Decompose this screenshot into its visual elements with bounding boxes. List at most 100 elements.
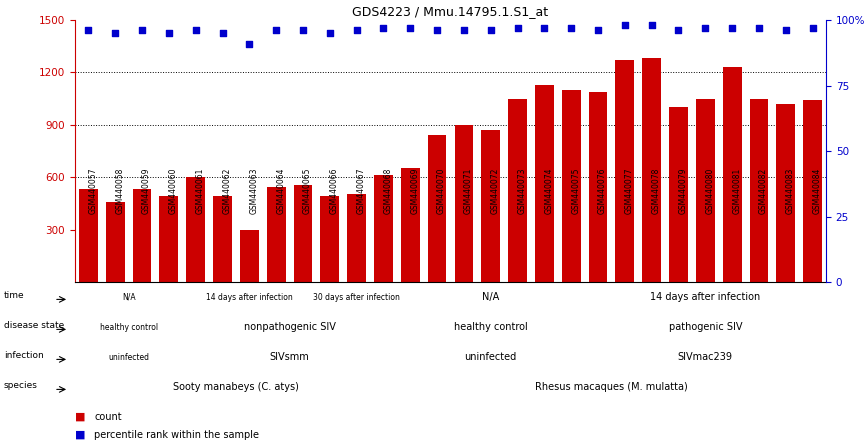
Text: SIVmac239: SIVmac239	[678, 352, 733, 362]
Text: GSM440058: GSM440058	[115, 167, 124, 214]
Text: GSM440068: GSM440068	[384, 167, 392, 214]
Text: GSM440074: GSM440074	[545, 167, 553, 214]
Point	[805, 24, 819, 32]
Text: 14 days after infection: 14 days after infection	[206, 293, 293, 301]
Text: healthy control: healthy control	[454, 322, 527, 332]
Bar	[481, 130, 501, 282]
Bar	[803, 100, 822, 282]
Bar	[750, 99, 768, 282]
Point	[323, 30, 337, 37]
Point	[216, 30, 229, 37]
Text: GSM440057: GSM440057	[88, 167, 97, 214]
Bar	[562, 90, 580, 282]
Text: GDS4223 / Mmu.14795.1.S1_at: GDS4223 / Mmu.14795.1.S1_at	[352, 5, 548, 18]
Text: uninfected: uninfected	[464, 352, 517, 362]
Text: GSM440084: GSM440084	[812, 167, 822, 214]
Point	[618, 22, 632, 29]
Text: count: count	[94, 412, 122, 422]
Text: time: time	[3, 291, 24, 300]
Text: GSM440081: GSM440081	[732, 167, 741, 214]
Text: species: species	[3, 381, 37, 390]
Bar	[159, 196, 178, 282]
Bar	[777, 104, 795, 282]
Bar	[401, 167, 420, 282]
Bar	[669, 107, 688, 282]
Point	[725, 24, 739, 32]
Text: GSM440083: GSM440083	[785, 167, 795, 214]
Point	[752, 24, 766, 32]
Point	[108, 30, 122, 37]
Text: GSM440060: GSM440060	[169, 167, 178, 214]
Text: GSM440078: GSM440078	[651, 167, 661, 214]
Text: GSM440067: GSM440067	[357, 167, 365, 214]
Bar	[723, 67, 741, 282]
Point	[644, 22, 658, 29]
Text: GSM440065: GSM440065	[303, 167, 312, 214]
Point	[162, 30, 176, 37]
Point	[350, 27, 364, 34]
Text: infection: infection	[3, 351, 43, 360]
Point	[565, 24, 578, 32]
Text: uninfected: uninfected	[108, 353, 149, 361]
Point	[404, 24, 417, 32]
Point	[81, 27, 95, 34]
Text: 14 days after infection: 14 days after infection	[650, 292, 760, 302]
Point	[242, 40, 256, 47]
Bar	[696, 99, 714, 282]
Bar	[535, 85, 553, 282]
Text: GSM440070: GSM440070	[437, 167, 446, 214]
Text: 30 days after infection: 30 days after infection	[313, 293, 400, 301]
Text: pathogenic SIV: pathogenic SIV	[669, 322, 742, 332]
Bar	[240, 230, 259, 282]
Text: disease state: disease state	[3, 321, 64, 330]
Bar	[643, 59, 661, 282]
Text: Rhesus macaques (M. mulatta): Rhesus macaques (M. mulatta)	[535, 382, 688, 392]
Point	[457, 27, 471, 34]
Text: SIVsmm: SIVsmm	[269, 352, 309, 362]
Bar	[186, 177, 205, 282]
Text: GSM440077: GSM440077	[625, 167, 634, 214]
Text: N/A: N/A	[122, 293, 135, 301]
Point	[591, 27, 605, 34]
Point	[377, 24, 391, 32]
Text: GSM440073: GSM440073	[518, 167, 527, 214]
Point	[430, 27, 444, 34]
Text: GSM440076: GSM440076	[598, 167, 607, 214]
Point	[671, 27, 685, 34]
Bar	[132, 190, 152, 282]
Bar	[79, 190, 98, 282]
Text: GSM440062: GSM440062	[223, 167, 231, 214]
Point	[269, 27, 283, 34]
Point	[511, 24, 525, 32]
Text: percentile rank within the sample: percentile rank within the sample	[94, 429, 259, 440]
Text: GSM440075: GSM440075	[572, 167, 580, 214]
Point	[135, 27, 149, 34]
Point	[484, 27, 498, 34]
Bar	[320, 196, 339, 282]
Text: ■: ■	[75, 412, 86, 422]
Text: Sooty manabeys (C. atys): Sooty manabeys (C. atys)	[173, 382, 299, 392]
Text: GSM440080: GSM440080	[705, 167, 714, 214]
Bar	[589, 91, 607, 282]
Text: GSM440061: GSM440061	[196, 167, 204, 214]
Text: GSM440066: GSM440066	[330, 167, 339, 214]
Bar	[106, 202, 125, 282]
Text: GSM440063: GSM440063	[249, 167, 258, 214]
Text: GSM440072: GSM440072	[491, 167, 500, 214]
Bar	[213, 196, 232, 282]
Bar	[508, 99, 527, 282]
Bar	[294, 185, 313, 282]
Text: N/A: N/A	[482, 292, 500, 302]
Point	[296, 27, 310, 34]
Bar	[428, 135, 447, 282]
Text: GSM440071: GSM440071	[464, 167, 473, 214]
Text: GSM440082: GSM440082	[759, 167, 768, 214]
Point	[189, 27, 203, 34]
Bar	[374, 174, 393, 282]
Point	[698, 24, 712, 32]
Bar	[347, 194, 366, 282]
Text: nonpathogenic SIV: nonpathogenic SIV	[243, 322, 335, 332]
Text: GSM440064: GSM440064	[276, 167, 285, 214]
Bar	[267, 187, 286, 282]
Text: GSM440079: GSM440079	[678, 167, 688, 214]
